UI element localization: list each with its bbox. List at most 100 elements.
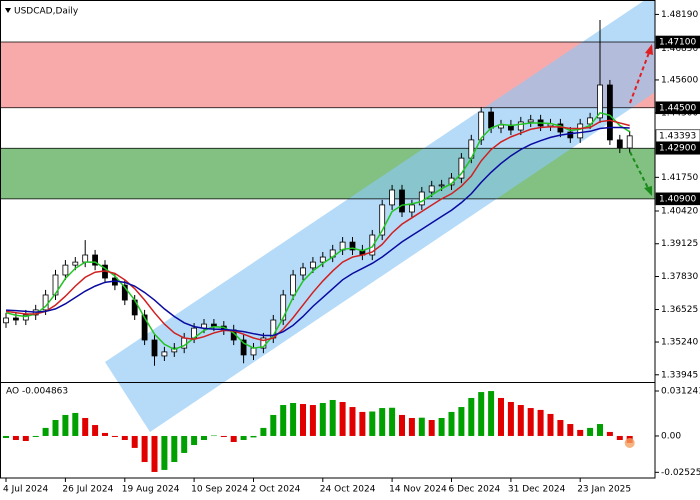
candle-body <box>458 157 465 179</box>
ao-bar <box>389 407 396 436</box>
x-tick-label: 23 Jan 2025 <box>577 485 631 495</box>
ao-bar <box>250 435 257 438</box>
ao-bar <box>111 435 118 437</box>
ao-bar <box>42 427 49 436</box>
ao-bar <box>438 417 445 436</box>
up-arrow <box>629 49 651 104</box>
level-box <box>655 192 700 206</box>
candle-body <box>240 339 247 356</box>
last-price-label: 1.43393 <box>659 131 696 141</box>
ao-bar <box>359 411 366 436</box>
candle-body <box>290 274 297 296</box>
ao-bar <box>587 427 594 436</box>
candle-body <box>62 264 69 276</box>
candle-body <box>379 204 386 236</box>
y-tick-label: 1.41750 <box>661 173 698 183</box>
candle-body <box>121 284 128 301</box>
candle-body <box>438 184 445 187</box>
ao-bar <box>349 407 356 436</box>
ao-bar <box>280 405 287 436</box>
ao-bar <box>220 435 227 437</box>
chart-title: USDCAD,Daily <box>14 7 79 17</box>
ao-bar <box>52 419 59 436</box>
ao-bar <box>191 435 198 446</box>
last-price-box <box>655 129 700 143</box>
ao-bar <box>448 411 455 436</box>
menu-triangle <box>5 8 11 13</box>
ao-bar <box>458 407 465 436</box>
ao-bar <box>547 413 554 436</box>
ao-bar <box>616 435 623 440</box>
ao-last-marker <box>624 437 635 448</box>
x-tick-label: 6 Dec 2024 <box>449 485 501 495</box>
ao-bar <box>418 417 425 436</box>
x-tick-label: 19 Aug 2024 <box>122 485 180 495</box>
candle-body <box>616 139 623 149</box>
candle-body <box>141 314 148 341</box>
ao-bar <box>12 435 19 440</box>
level-label: 1.47100 <box>659 37 696 47</box>
y-tick-label: 1.37830 <box>661 272 698 282</box>
ao-bar <box>369 411 376 436</box>
y-tick-label: 1.46850 <box>661 44 698 54</box>
ao-bar <box>22 435 29 442</box>
candle-body <box>399 189 405 213</box>
ao-bar <box>399 414 405 436</box>
y-tick-label: 1.45600 <box>661 75 698 85</box>
ao-bar <box>309 405 316 436</box>
ao-bar <box>201 435 207 440</box>
candle-body <box>151 339 158 357</box>
ao-bar <box>210 435 217 437</box>
ao-bar <box>567 424 574 436</box>
ao-bar <box>329 399 336 436</box>
ao-bar <box>300 404 306 436</box>
ao-bar <box>319 403 326 436</box>
ao-bar <box>32 435 39 437</box>
candle-body <box>626 135 633 149</box>
ao-y-tick-label: -0.025256 <box>661 468 700 478</box>
ao-bar <box>181 435 188 453</box>
ao-title: AO -0.004863 <box>6 387 68 397</box>
ao-bar <box>527 408 534 436</box>
ao-bar <box>557 419 564 436</box>
ao-bar <box>507 402 514 436</box>
candle-body <box>309 261 316 269</box>
ao-bar <box>121 435 128 440</box>
candle-body <box>319 256 326 263</box>
candle-body <box>389 189 396 206</box>
ao-bar <box>141 435 148 463</box>
ao-bar <box>62 414 69 436</box>
candle-body <box>587 117 593 125</box>
ao-bar <box>82 417 89 436</box>
ao-bar <box>131 435 138 448</box>
level-box <box>655 35 700 49</box>
candle-body <box>161 351 168 357</box>
ao-bar <box>428 419 435 436</box>
down-arrow-head <box>644 186 652 196</box>
y-tick-label: 1.35240 <box>661 338 698 348</box>
candle-body <box>82 254 89 263</box>
y-tick-label: 1.36525 <box>661 305 698 315</box>
y-tick-label: 1.33945 <box>661 370 698 380</box>
x-tick-label: 26 Jul 2024 <box>62 485 113 495</box>
ao-bar <box>72 412 79 436</box>
candle-body <box>428 185 435 193</box>
candle-body <box>418 191 425 206</box>
candle-body <box>12 317 19 321</box>
ao-bar <box>151 435 158 472</box>
x-tick-label: 24 Oct 2024 <box>320 485 376 495</box>
ao-bar <box>517 405 524 436</box>
candle-body <box>369 234 376 256</box>
candle-body <box>597 84 603 119</box>
y-tick-label: 1.48190 <box>661 10 698 20</box>
frame <box>0 0 656 479</box>
level-box <box>655 101 700 115</box>
candle-body <box>488 111 495 129</box>
level-label: 1.42900 <box>659 144 696 154</box>
ao-bar <box>498 397 504 436</box>
level-label: 1.44500 <box>659 103 696 113</box>
y-tick-label: 1.40420 <box>661 206 698 216</box>
ao-bar <box>270 414 277 436</box>
